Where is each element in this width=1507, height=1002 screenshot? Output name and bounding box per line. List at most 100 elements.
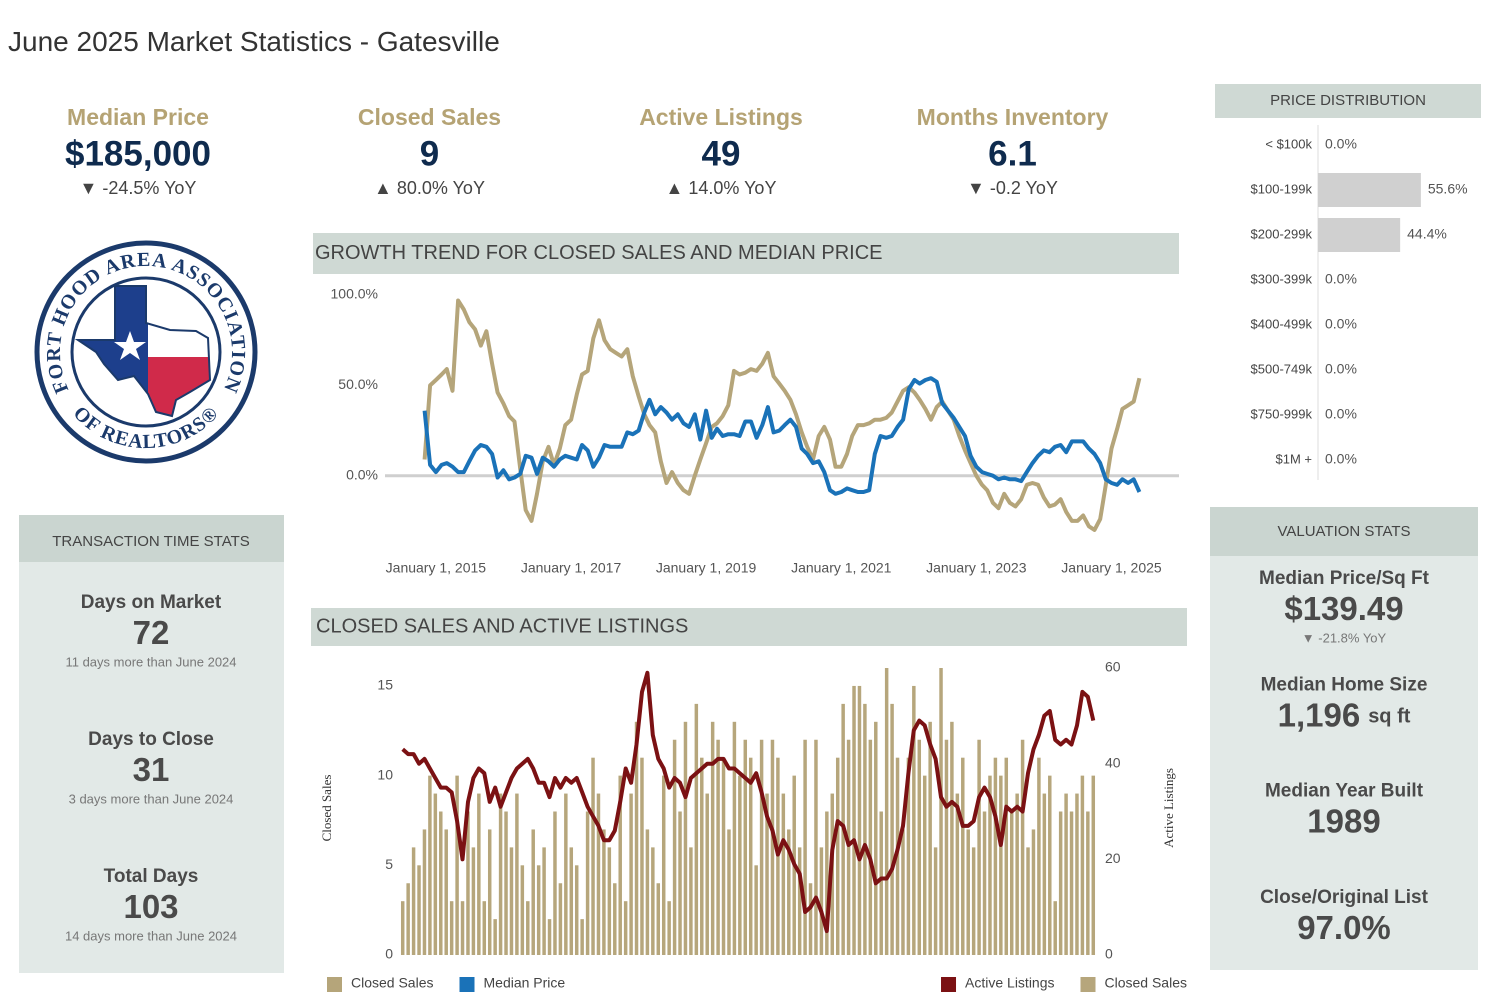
chart-title: PRICE DISTRIBUTION [1270, 92, 1426, 109]
stat-note: 11 days more than June 2024 [65, 654, 236, 669]
chart-header [311, 608, 1187, 646]
bar [1042, 793, 1047, 955]
bar [1004, 757, 1009, 955]
legend-swatch [941, 977, 957, 992]
stat-value: $139.49 [1284, 590, 1403, 627]
bar [939, 668, 943, 955]
y-tick-label: 0.0% [346, 466, 378, 482]
bar [574, 865, 579, 955]
bar [569, 847, 574, 955]
bar [1048, 775, 1052, 955]
chart-title: GROWTH TREND FOR CLOSED SALES AND MEDIAN… [315, 242, 883, 264]
bar [754, 865, 758, 955]
bar [955, 793, 960, 955]
bar [961, 757, 965, 955]
legend-swatch [459, 977, 475, 992]
bar [634, 721, 639, 955]
category-label: $100-199k [1251, 181, 1313, 196]
category-label: $500-749k [1251, 361, 1313, 376]
category-label: $400-499k [1251, 316, 1313, 331]
bar [1069, 811, 1074, 955]
bar [411, 847, 416, 955]
y-axis-title: Closed Sales [319, 775, 334, 842]
bar [694, 703, 699, 955]
value-label: 0.0% [1325, 316, 1357, 332]
y2-tick-label: 0 [1105, 946, 1113, 962]
bar [542, 847, 546, 955]
stat-value: 1989 [1307, 802, 1380, 839]
stat-note: 3 days more than June 2024 [69, 791, 234, 806]
y-tick-label: 0 [385, 946, 393, 962]
bar [890, 703, 894, 955]
bar [797, 847, 802, 955]
logo-texas-outline [74, 285, 212, 418]
bar [1075, 793, 1079, 955]
bar [564, 793, 568, 955]
bar [803, 739, 807, 955]
value-label: 0.0% [1325, 136, 1357, 152]
bar [661, 775, 666, 955]
bar [466, 811, 470, 955]
x-tick-label: January 1, 2023 [926, 560, 1027, 576]
series-line [422, 376, 1142, 496]
stat-value: 31 [133, 751, 170, 788]
bar [640, 757, 644, 955]
bar [498, 793, 503, 955]
bar [863, 703, 867, 955]
y2-tick-label: 40 [1105, 754, 1121, 770]
value-label: 55.6% [1428, 181, 1468, 197]
bar [553, 811, 557, 955]
stat-note: 14 days more than June 2024 [65, 928, 237, 943]
bar [1086, 811, 1090, 955]
y-tick-label: 5 [385, 856, 393, 872]
category-label: $1M + [1276, 451, 1313, 466]
bar [993, 757, 998, 955]
kpi-label: Median Price [67, 104, 209, 130]
y-tick-label: 10 [377, 766, 393, 782]
kpi-change: ▲ 14.0% YoY [666, 178, 777, 198]
bar [428, 775, 432, 955]
bar [933, 847, 938, 955]
series-line [401, 670, 1096, 934]
bar [917, 739, 922, 955]
bar [819, 847, 824, 955]
bar [857, 685, 862, 955]
bar [536, 865, 541, 955]
bar [1015, 793, 1019, 955]
panel-title: TRANSACTION TIME STATS [52, 533, 250, 550]
stat-label: Median Price/Sq Ft [1259, 568, 1430, 589]
stat-label: Median Year Built [1265, 781, 1424, 802]
bar [743, 739, 748, 955]
bar [700, 757, 704, 955]
bar [580, 919, 584, 955]
bar [922, 775, 927, 955]
bar [868, 739, 873, 955]
bar [585, 811, 590, 955]
transaction-panel-header [19, 515, 284, 562]
bar [417, 865, 421, 955]
bar [455, 775, 459, 955]
legend: Closed Sales Median Price [327, 975, 565, 992]
bar [602, 829, 606, 955]
stat-value-number: 31 [133, 751, 170, 788]
bar [944, 739, 949, 955]
valuation-panel-header [1210, 507, 1478, 556]
logo-star [114, 331, 146, 360]
bar [852, 685, 856, 955]
bar [444, 829, 448, 955]
valuation-panel [1210, 507, 1478, 970]
chart-title: CLOSED SALES AND ACTIVE LISTINGS [316, 615, 688, 637]
kpi-label: Active Listings [639, 104, 803, 130]
stat-label: Days on Market [81, 592, 222, 613]
bar [1053, 901, 1057, 955]
x-tick-label: January 1, 2021 [791, 560, 892, 576]
kpi-value: 6.1 [988, 134, 1037, 173]
stat-label: Total Days [104, 866, 199, 887]
bar [988, 775, 992, 955]
bar [422, 829, 427, 955]
category-label: < $100k [1265, 136, 1312, 151]
y-tick-label: 50.0% [338, 376, 378, 392]
value-label: 0.0% [1325, 271, 1357, 287]
legend: Active Listings Closed Sales [941, 975, 1187, 992]
